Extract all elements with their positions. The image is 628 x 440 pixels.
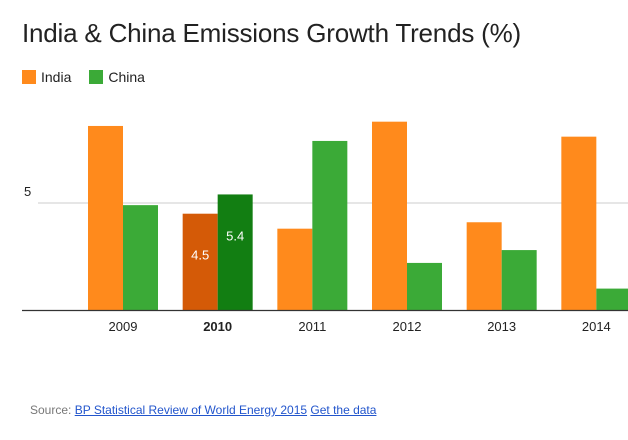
legend-item-india[interactable]: India bbox=[22, 69, 71, 85]
bar-india-2014 bbox=[561, 136, 597, 310]
source-link[interactable]: BP Statistical Review of World Energy 20… bbox=[74, 403, 308, 417]
source-label: Source: bbox=[30, 403, 72, 417]
x-tick-label-2010: 2010 bbox=[203, 319, 232, 334]
legend-item-china[interactable]: China bbox=[89, 69, 145, 85]
bar-chart: 5 2009 4.5 5.4 2010 2011 2012 2013 2014 bbox=[22, 121, 628, 334]
bar-india-2013 bbox=[466, 222, 502, 310]
bar-china-2010 bbox=[217, 194, 253, 310]
bar-india-2011 bbox=[277, 228, 313, 310]
data-label-china-2010: 5.4 bbox=[226, 228, 244, 243]
legend-swatch-india bbox=[22, 70, 36, 84]
source-line: Source: BP Statistical Review of World E… bbox=[30, 403, 376, 417]
x-tick-label-2012: 2012 bbox=[393, 319, 422, 334]
legend-label-china: China bbox=[108, 69, 145, 85]
bar-china-2012 bbox=[407, 262, 442, 310]
data-label-india-2010: 4.5 bbox=[191, 248, 209, 263]
legend-swatch-china bbox=[89, 70, 104, 84]
get-data-link[interactable]: Get the data bbox=[310, 403, 377, 417]
x-tick-label-2014: 2014 bbox=[582, 319, 611, 334]
bar-china-2014 bbox=[596, 288, 628, 310]
chart-title: India & China Emissions Growth Trends (%… bbox=[22, 18, 521, 48]
bar-india-2010 bbox=[182, 213, 218, 310]
bar-india-2009 bbox=[88, 125, 123, 311]
x-tick-label-2013: 2013 bbox=[487, 319, 516, 334]
bar-china-2013 bbox=[501, 250, 537, 310]
x-tick-label-2011: 2011 bbox=[298, 319, 326, 334]
bar-china-2009 bbox=[123, 205, 158, 310]
bar-india-2012 bbox=[372, 121, 407, 311]
legend: India China bbox=[22, 68, 163, 86]
bar-china-2011 bbox=[312, 140, 348, 310]
y-tick-label: 5 bbox=[24, 184, 31, 199]
legend-label-india: India bbox=[41, 69, 72, 85]
x-tick-label-2009: 2009 bbox=[109, 319, 138, 334]
